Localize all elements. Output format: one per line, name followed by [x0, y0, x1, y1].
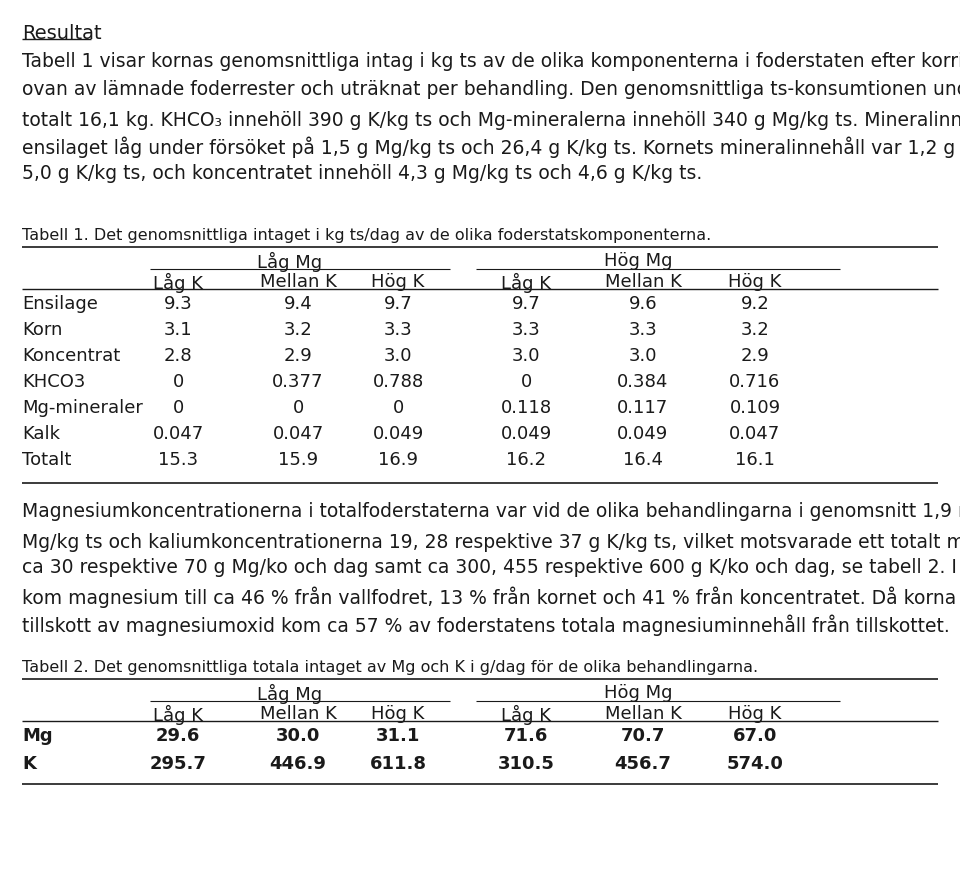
Text: ovan av lämnade foderrester och uträknat per behandling. Den genomsnittliga ts-k: ovan av lämnade foderrester och uträknat…	[22, 80, 960, 99]
Text: 2.9: 2.9	[283, 347, 312, 364]
Text: Tabell 2. Det genomsnittliga totala intaget av Mg och K i g/dag för de olika beh: Tabell 2. Det genomsnittliga totala inta…	[22, 659, 758, 674]
Text: Mg-mineraler: Mg-mineraler	[22, 399, 143, 416]
Text: Låg Mg: Låg Mg	[257, 252, 323, 272]
Text: Mellan K: Mellan K	[259, 273, 336, 291]
Text: 0.047: 0.047	[153, 425, 204, 443]
Text: 16.4: 16.4	[623, 450, 663, 469]
Text: 9.7: 9.7	[384, 295, 413, 313]
Text: Hög K: Hög K	[729, 704, 781, 723]
Text: 3.2: 3.2	[283, 320, 312, 339]
Text: 456.7: 456.7	[614, 754, 671, 772]
Text: Kalk: Kalk	[22, 425, 60, 443]
Text: 0.109: 0.109	[730, 399, 780, 416]
Text: totalt 16,1 kg. KHCO₃ innehöll 390 g K/kg ts och Mg-mineralerna innehöll 340 g M: totalt 16,1 kg. KHCO₃ innehöll 390 g K/k…	[22, 108, 960, 129]
Text: 3.3: 3.3	[384, 320, 413, 339]
Text: 0.384: 0.384	[617, 372, 669, 391]
Text: 3.0: 3.0	[629, 347, 658, 364]
Text: 70.7: 70.7	[621, 726, 665, 745]
Text: 310.5: 310.5	[497, 754, 555, 772]
Text: ca 30 respektive 70 g Mg/ko och dag samt ca 300, 455 respektive 600 g K/ko och d: ca 30 respektive 70 g Mg/ko och dag samt…	[22, 558, 960, 576]
Text: 31.1: 31.1	[375, 726, 420, 745]
Text: 0.788: 0.788	[372, 372, 423, 391]
Text: 3.3: 3.3	[512, 320, 540, 339]
Text: 15.9: 15.9	[278, 450, 318, 469]
Text: Låg Mg: Låg Mg	[257, 683, 323, 703]
Text: 0: 0	[393, 399, 403, 416]
Text: 446.9: 446.9	[270, 754, 326, 772]
Text: 0.716: 0.716	[730, 372, 780, 391]
Text: Mg/kg ts och kaliumkoncentrationerna 19, 28 respektive 37 g K/kg ts, vilket mots: Mg/kg ts och kaliumkoncentrationerna 19,…	[22, 529, 960, 551]
Text: 9.4: 9.4	[283, 295, 312, 313]
Text: Låg K: Låg K	[153, 704, 203, 724]
Text: Hög K: Hög K	[372, 704, 424, 723]
Text: Hög K: Hög K	[729, 273, 781, 291]
Text: 0.047: 0.047	[730, 425, 780, 443]
Text: 0.049: 0.049	[617, 425, 668, 443]
Text: 5,0 g K/kg ts, och koncentratet innehöll 4,3 g Mg/kg ts och 4,6 g K/kg ts.: 5,0 g K/kg ts, och koncentratet innehöll…	[22, 164, 703, 183]
Text: Låg K: Låg K	[501, 273, 551, 292]
Text: 0.117: 0.117	[617, 399, 668, 416]
Text: Korn: Korn	[22, 320, 62, 339]
Text: 9.2: 9.2	[740, 295, 769, 313]
Text: ensilaget låg under försöket på 1,5 g Mg/kg ts och 26,4 g K/kg ts. Kornets miner: ensilaget låg under försöket på 1,5 g Mg…	[22, 136, 960, 157]
Text: 30.0: 30.0	[276, 726, 321, 745]
Text: 0.049: 0.049	[500, 425, 552, 443]
Text: Magnesiumkoncentrationerna i totalfoderstaterna var vid de olika behandlingarna : Magnesiumkoncentrationerna i totalfoders…	[22, 501, 960, 521]
Text: 16.1: 16.1	[735, 450, 775, 469]
Text: 295.7: 295.7	[150, 754, 206, 772]
Text: 9.6: 9.6	[629, 295, 658, 313]
Text: Låg K: Låg K	[501, 704, 551, 724]
Text: 16.2: 16.2	[506, 450, 546, 469]
Text: 0: 0	[173, 399, 183, 416]
Text: Hög Mg: Hög Mg	[604, 683, 672, 702]
Text: Tabell 1 visar kornas genomsnittliga intag i kg ts av de olika komponenterna i f: Tabell 1 visar kornas genomsnittliga int…	[22, 52, 960, 71]
Text: 3.2: 3.2	[740, 320, 769, 339]
Text: Koncentrat: Koncentrat	[22, 347, 120, 364]
Text: 2.9: 2.9	[740, 347, 769, 364]
Text: Totalt: Totalt	[22, 450, 71, 469]
Text: 29.6: 29.6	[156, 726, 201, 745]
Text: 0: 0	[173, 372, 183, 391]
Text: 3.0: 3.0	[512, 347, 540, 364]
Text: Hög Mg: Hög Mg	[604, 252, 672, 270]
Text: 15.3: 15.3	[158, 450, 198, 469]
Text: 574.0: 574.0	[727, 754, 783, 772]
Text: 71.6: 71.6	[504, 726, 548, 745]
Text: 0.047: 0.047	[273, 425, 324, 443]
Text: 2.8: 2.8	[164, 347, 192, 364]
Text: Mg: Mg	[22, 726, 53, 745]
Text: 16.9: 16.9	[378, 450, 418, 469]
Text: Hög K: Hög K	[372, 273, 424, 291]
Text: Mellan K: Mellan K	[605, 704, 682, 723]
Text: Mellan K: Mellan K	[605, 273, 682, 291]
Text: K: K	[22, 754, 36, 772]
Text: Mellan K: Mellan K	[259, 704, 336, 723]
Text: tillskott av magnesiumoxid kom ca 57 % av foderstatens totala magnesiuminnehåll : tillskott av magnesiumoxid kom ca 57 % a…	[22, 614, 949, 635]
Text: 0: 0	[520, 372, 532, 391]
Text: 3.0: 3.0	[384, 347, 412, 364]
Text: 9.7: 9.7	[512, 295, 540, 313]
Text: Ensilage: Ensilage	[22, 295, 98, 313]
Text: 67.0: 67.0	[732, 726, 778, 745]
Text: KHCO3: KHCO3	[22, 372, 85, 391]
Text: Tabell 1. Det genomsnittliga intaget i kg ts/dag av de olika foderstatskomponent: Tabell 1. Det genomsnittliga intaget i k…	[22, 227, 711, 242]
Text: 0: 0	[293, 399, 303, 416]
Text: Låg K: Låg K	[153, 273, 203, 292]
Text: kom magnesium till ca 46 % från vallfodret, 13 % från kornet och 41 % från konce: kom magnesium till ca 46 % från vallfodr…	[22, 586, 960, 607]
Text: 0.118: 0.118	[500, 399, 552, 416]
Text: 3.1: 3.1	[164, 320, 192, 339]
Text: 0.377: 0.377	[273, 372, 324, 391]
Text: Resultat: Resultat	[22, 24, 102, 43]
Text: 0.049: 0.049	[372, 425, 423, 443]
Text: 3.3: 3.3	[629, 320, 658, 339]
Text: 9.3: 9.3	[163, 295, 192, 313]
Text: 611.8: 611.8	[370, 754, 426, 772]
